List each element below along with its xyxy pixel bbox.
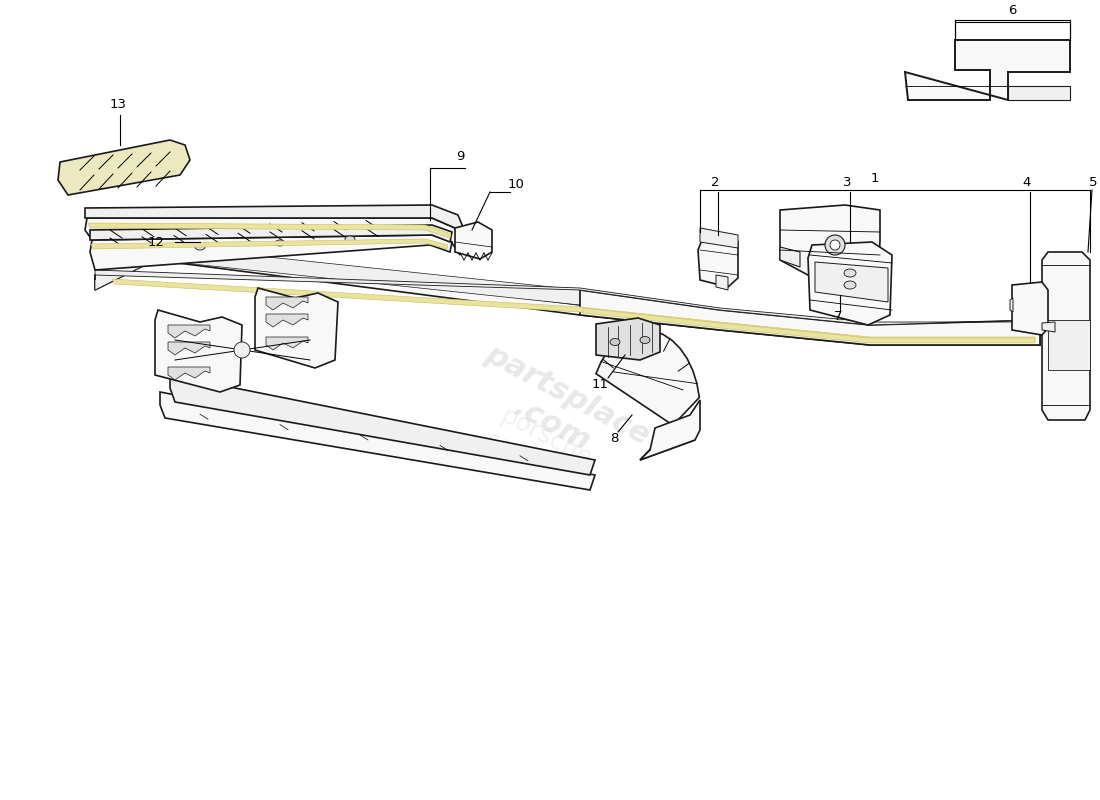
Polygon shape [168, 325, 210, 338]
Polygon shape [95, 250, 1040, 345]
Polygon shape [112, 279, 1035, 342]
Polygon shape [455, 222, 492, 259]
Ellipse shape [275, 240, 285, 246]
Polygon shape [88, 223, 451, 238]
Text: 1: 1 [871, 171, 879, 185]
Polygon shape [266, 337, 308, 350]
Text: 2: 2 [711, 175, 719, 189]
Polygon shape [698, 235, 738, 287]
Ellipse shape [195, 244, 205, 250]
Polygon shape [780, 205, 880, 295]
Polygon shape [95, 245, 580, 305]
Polygon shape [700, 228, 738, 248]
Circle shape [825, 235, 845, 255]
Polygon shape [905, 40, 1070, 100]
Polygon shape [1042, 252, 1090, 420]
Polygon shape [815, 262, 888, 302]
Ellipse shape [345, 236, 355, 242]
Text: 10: 10 [507, 178, 525, 190]
Ellipse shape [844, 269, 856, 277]
Text: 9: 9 [455, 150, 464, 162]
Ellipse shape [640, 337, 650, 343]
Polygon shape [95, 270, 1040, 325]
Text: 8: 8 [609, 431, 618, 445]
Polygon shape [1010, 298, 1013, 312]
Polygon shape [1042, 322, 1055, 332]
Polygon shape [640, 400, 700, 460]
Polygon shape [1048, 320, 1090, 370]
Polygon shape [583, 308, 1035, 343]
Circle shape [830, 240, 840, 250]
Polygon shape [155, 310, 242, 392]
Text: 13: 13 [110, 98, 126, 111]
Ellipse shape [610, 338, 620, 346]
Text: 7: 7 [834, 310, 843, 323]
Polygon shape [91, 239, 448, 249]
Polygon shape [90, 235, 452, 270]
Text: porsche
cayenne: porsche cayenne [481, 402, 600, 498]
Polygon shape [160, 392, 595, 490]
Text: 3: 3 [843, 175, 851, 189]
Text: 4: 4 [1023, 175, 1031, 189]
Polygon shape [95, 245, 155, 280]
Polygon shape [845, 280, 878, 295]
Polygon shape [85, 218, 462, 255]
Polygon shape [168, 367, 210, 380]
Polygon shape [90, 225, 452, 242]
Polygon shape [1008, 86, 1070, 100]
Text: 6: 6 [1008, 3, 1016, 17]
Polygon shape [596, 318, 660, 360]
Polygon shape [266, 314, 308, 327]
Text: 11: 11 [592, 378, 608, 390]
Polygon shape [580, 290, 1040, 345]
Text: 12: 12 [148, 235, 165, 249]
Polygon shape [1012, 282, 1048, 335]
Polygon shape [596, 330, 700, 460]
Polygon shape [85, 205, 465, 244]
Polygon shape [808, 242, 892, 325]
Ellipse shape [844, 281, 856, 289]
Polygon shape [255, 288, 338, 368]
Text: 5: 5 [1089, 175, 1098, 189]
Polygon shape [266, 297, 308, 310]
Polygon shape [780, 247, 800, 267]
Polygon shape [168, 342, 210, 355]
Circle shape [234, 342, 250, 358]
Text: partsplace
.com: partsplace .com [465, 340, 654, 480]
Polygon shape [170, 375, 595, 475]
Polygon shape [716, 275, 728, 290]
Polygon shape [58, 140, 190, 195]
